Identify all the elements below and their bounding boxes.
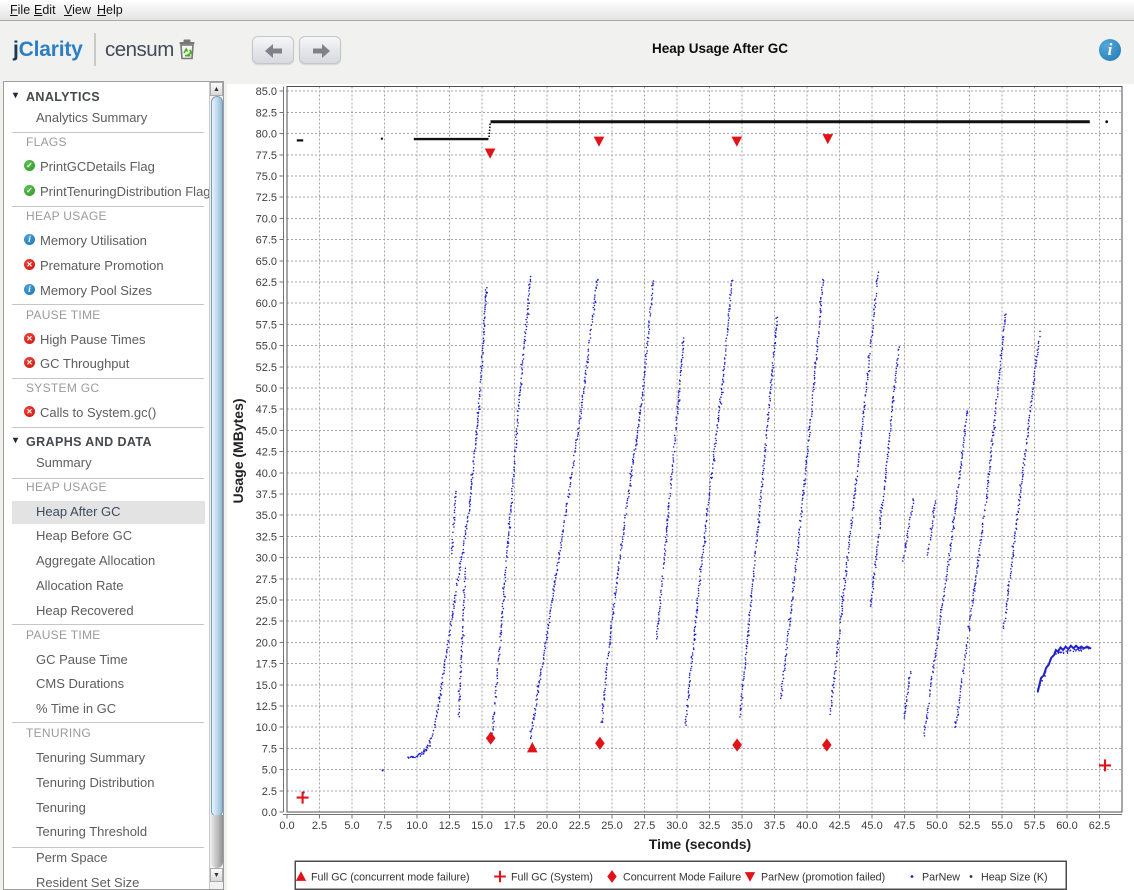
svg-text:60.0: 60.0 bbox=[1056, 820, 1077, 832]
svg-text:42.5: 42.5 bbox=[256, 447, 277, 459]
svg-text:22.5: 22.5 bbox=[256, 616, 277, 628]
svg-text:62.5: 62.5 bbox=[1089, 820, 1110, 832]
svg-text:37.5: 37.5 bbox=[764, 820, 785, 832]
svg-text:Full GC (System): Full GC (System) bbox=[511, 871, 593, 883]
svg-text:27.5: 27.5 bbox=[634, 820, 655, 832]
svg-text:65.0: 65.0 bbox=[256, 256, 277, 268]
svg-text:55.0: 55.0 bbox=[256, 341, 277, 353]
svg-text:47.5: 47.5 bbox=[894, 820, 915, 832]
svg-text:27.5: 27.5 bbox=[256, 574, 277, 586]
svg-text:25.0: 25.0 bbox=[256, 595, 277, 607]
svg-text:Full GC (concurrent mode failu: Full GC (concurrent mode failure) bbox=[311, 871, 470, 883]
svg-text:10.0: 10.0 bbox=[406, 820, 427, 832]
svg-text:70.0: 70.0 bbox=[256, 213, 277, 225]
svg-text:Concurrent Mode Failure: Concurrent Mode Failure bbox=[623, 871, 741, 883]
svg-text:40.0: 40.0 bbox=[796, 820, 817, 832]
svg-text:10.0: 10.0 bbox=[256, 722, 277, 734]
svg-text:75.0: 75.0 bbox=[256, 171, 277, 183]
svg-text:52.5: 52.5 bbox=[256, 362, 277, 374]
svg-text:32.5: 32.5 bbox=[699, 820, 720, 832]
svg-text:47.5: 47.5 bbox=[256, 404, 277, 416]
svg-text:5.0: 5.0 bbox=[262, 765, 277, 777]
svg-text:77.5: 77.5 bbox=[256, 150, 277, 162]
svg-text:15.0: 15.0 bbox=[256, 680, 277, 692]
svg-text:30.0: 30.0 bbox=[256, 553, 277, 565]
svg-text:22.5: 22.5 bbox=[569, 820, 590, 832]
svg-text:Heap Size (K): Heap Size (K) bbox=[981, 871, 1048, 883]
svg-text:60.0: 60.0 bbox=[256, 298, 277, 310]
svg-text:20.0: 20.0 bbox=[256, 637, 277, 649]
svg-text:62.5: 62.5 bbox=[256, 277, 277, 289]
svg-text:57.5: 57.5 bbox=[256, 319, 277, 331]
svg-text:30.0: 30.0 bbox=[666, 820, 687, 832]
svg-text:0.0: 0.0 bbox=[262, 807, 277, 819]
svg-text:50.0: 50.0 bbox=[926, 820, 947, 832]
svg-text:2.5: 2.5 bbox=[262, 786, 277, 798]
svg-text:45.0: 45.0 bbox=[861, 820, 882, 832]
svg-text:57.5: 57.5 bbox=[1024, 820, 1045, 832]
svg-text:2.5: 2.5 bbox=[312, 820, 327, 832]
svg-text:15.0: 15.0 bbox=[471, 820, 492, 832]
svg-text:67.5: 67.5 bbox=[256, 235, 277, 247]
svg-text:52.5: 52.5 bbox=[959, 820, 980, 832]
svg-text:Time (seconds): Time (seconds) bbox=[649, 836, 751, 852]
svg-text:45.0: 45.0 bbox=[256, 425, 277, 437]
svg-text:5.0: 5.0 bbox=[344, 820, 359, 832]
svg-text:55.0: 55.0 bbox=[991, 820, 1012, 832]
svg-text:82.5: 82.5 bbox=[256, 107, 277, 119]
svg-text:7.5: 7.5 bbox=[262, 743, 277, 755]
svg-text:12.5: 12.5 bbox=[256, 701, 277, 713]
svg-text:17.5: 17.5 bbox=[504, 820, 525, 832]
svg-text:85.0: 85.0 bbox=[256, 86, 277, 98]
svg-text:50.0: 50.0 bbox=[256, 383, 277, 395]
svg-text:Usage (MBytes): Usage (MBytes) bbox=[230, 398, 246, 503]
svg-text:37.5: 37.5 bbox=[256, 489, 277, 501]
svg-text:20.0: 20.0 bbox=[536, 820, 557, 832]
svg-text:25.0: 25.0 bbox=[601, 820, 622, 832]
svg-text:35.0: 35.0 bbox=[731, 820, 752, 832]
svg-text:40.0: 40.0 bbox=[256, 468, 277, 480]
svg-text:72.5: 72.5 bbox=[256, 192, 277, 204]
svg-text:0.0: 0.0 bbox=[279, 820, 294, 832]
svg-text:12.5: 12.5 bbox=[439, 820, 460, 832]
svg-text:35.0: 35.0 bbox=[256, 510, 277, 522]
svg-text:7.5: 7.5 bbox=[377, 820, 392, 832]
svg-text:17.5: 17.5 bbox=[256, 659, 277, 671]
svg-text:42.5: 42.5 bbox=[829, 820, 850, 832]
svg-text:80.0: 80.0 bbox=[256, 129, 277, 141]
svg-text:ParNew (promotion failed): ParNew (promotion failed) bbox=[761, 871, 885, 883]
svg-text:ParNew: ParNew bbox=[922, 871, 960, 883]
svg-text:32.5: 32.5 bbox=[256, 531, 277, 543]
